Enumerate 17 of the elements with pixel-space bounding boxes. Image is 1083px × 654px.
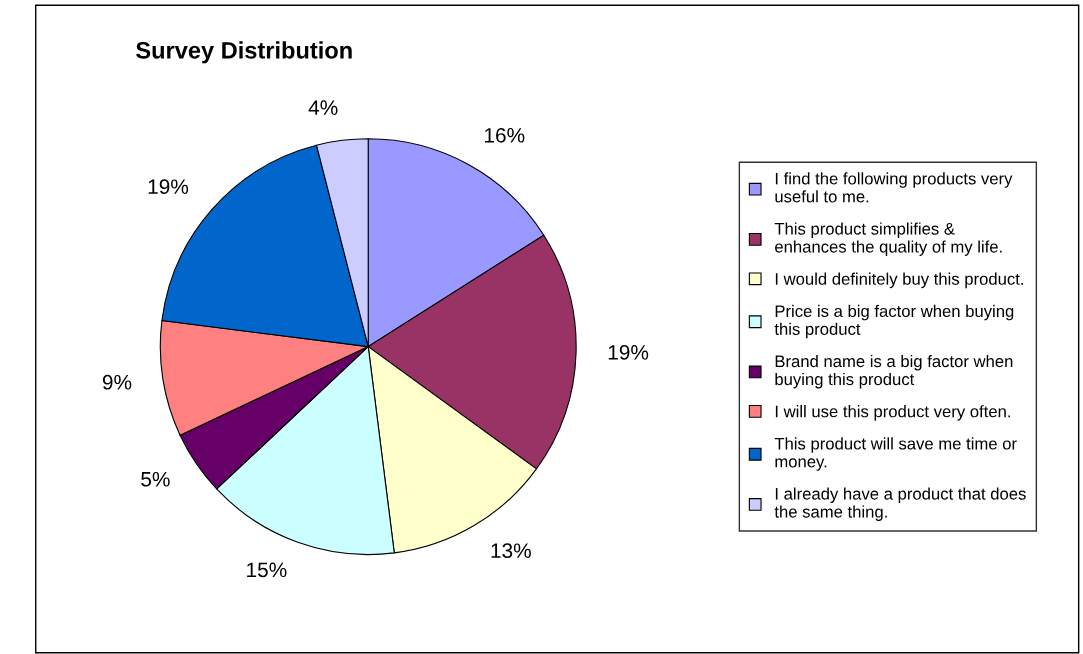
legend-label: This product simplifies & enhances the quality of my life.: [774, 222, 1002, 256]
data-label: 4%: [308, 100, 338, 115]
data-label: 19%: [608, 344, 649, 360]
data-label: 9%: [102, 374, 132, 390]
legend-label: Price is a big factor when buying this product: [774, 304, 1014, 339]
legend-label: I would definitely buy this product.: [775, 272, 1023, 289]
data-label: 15%: [247, 562, 287, 578]
data-label: 16%: [485, 127, 525, 143]
data-label: 13%: [491, 543, 531, 559]
legend-label: I will use this product very often.: [775, 405, 1010, 421]
legend-label: Brand name is a big factor when buying this product: [775, 354, 1013, 389]
legend-label: This product will save me time or money.: [774, 437, 1017, 471]
legend-label: I already have a product that does the same thing.: [774, 487, 1026, 521]
legend-label: I find the following products very useful to me.: [775, 172, 1013, 203]
chart-title: Survey Distribution: [136, 41, 352, 64]
data-label: 5%: [141, 471, 170, 487]
data-label: 19%: [148, 179, 189, 195]
